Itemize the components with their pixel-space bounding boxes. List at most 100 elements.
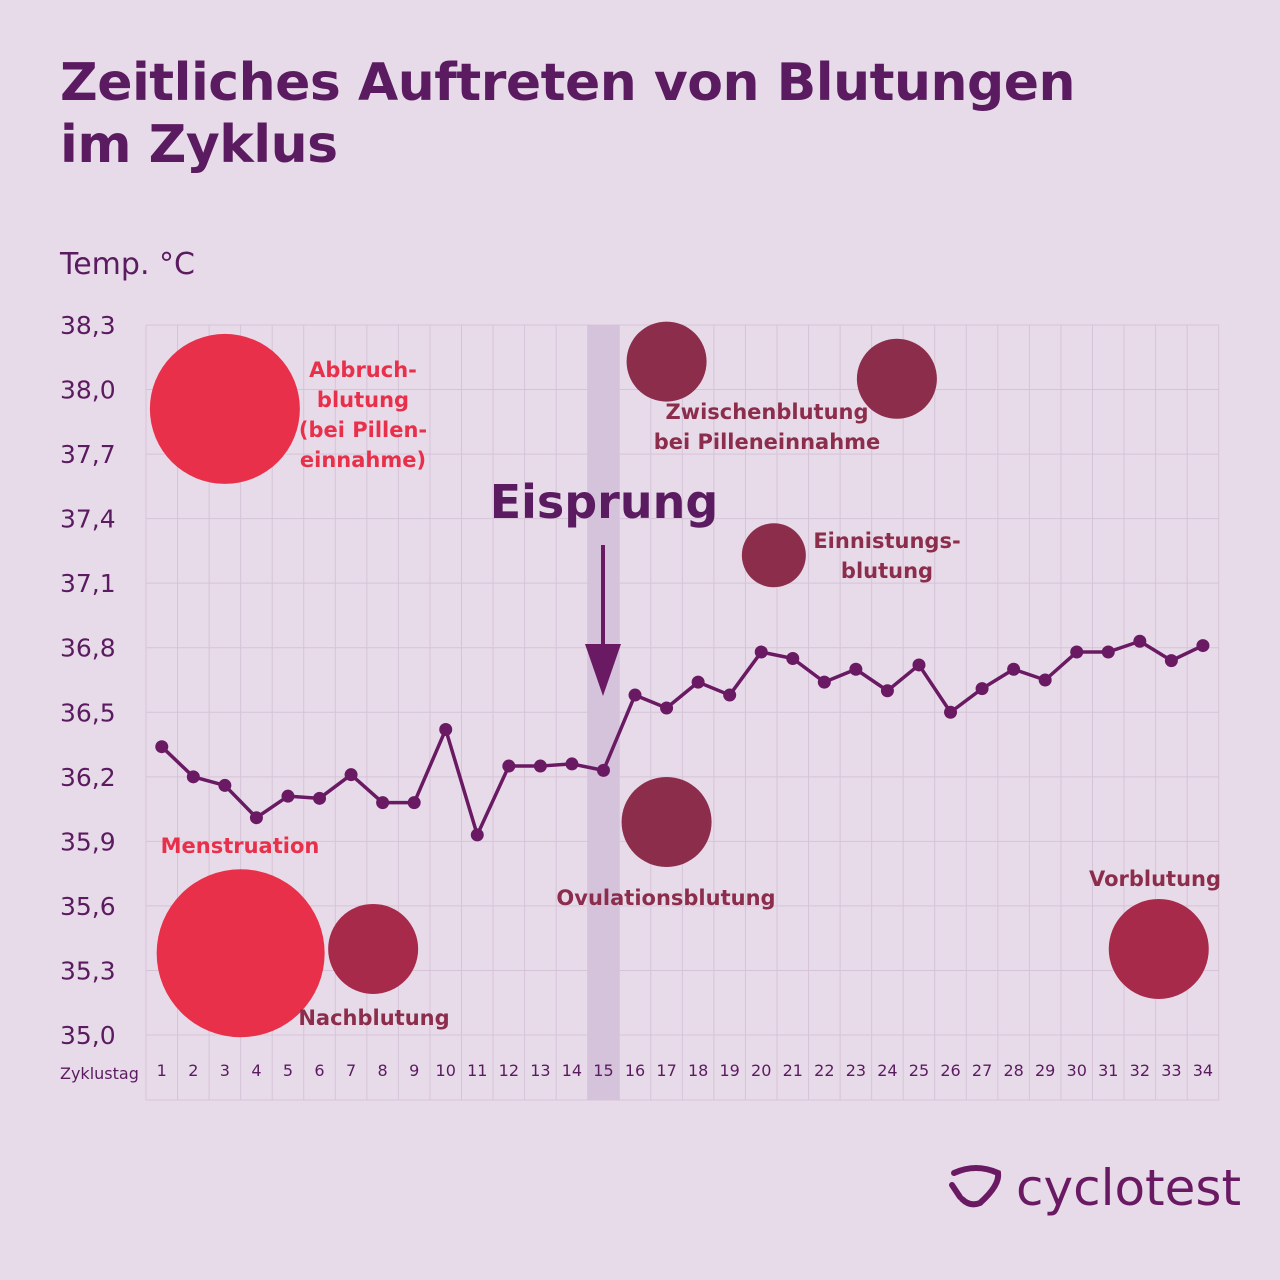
eisprung-arrow-icon (585, 545, 621, 696)
y-tick-label: 37,7 (60, 440, 116, 469)
y-tick-label: 35,6 (60, 892, 116, 921)
annotation-label: Vorblutung (1089, 867, 1221, 891)
temperature-point (1133, 634, 1147, 648)
x-tick-label: 13 (530, 1061, 550, 1080)
cyclotest-logo: cyclotest (949, 1159, 1241, 1217)
x-tick-label: 27 (972, 1061, 992, 1080)
temperature-point (660, 701, 674, 715)
x-tick-label: 12 (499, 1061, 519, 1080)
temperature-point (912, 658, 926, 672)
temperature-point (754, 645, 768, 659)
x-ticks: 1 2 3 4 5 6 7 8 9 10 11 12 13 14 15 16 17 18 19 20 21 22 23 24 2… (157, 1061, 1213, 1080)
x-tick-label: 1 (157, 1061, 167, 1080)
temperature-point (1164, 654, 1178, 668)
annotation-label: (bei Pillen- (299, 418, 427, 442)
x-tick-label: 20 (751, 1061, 771, 1080)
bleeding-bubble (156, 869, 325, 1038)
temperature-point (186, 770, 200, 784)
y-tick-label: 37,4 (60, 505, 116, 534)
x-tick-label: 5 (283, 1061, 293, 1080)
eisprung-label: Eisprung (490, 475, 719, 529)
x-tick-label: 10 (436, 1061, 456, 1080)
bleeding-bubble (741, 523, 806, 588)
annotation-label: Ovulationsblutung (556, 886, 775, 910)
temperature-point (249, 811, 263, 825)
x-tick-label: 9 (409, 1061, 419, 1080)
y-tick-label: 36,2 (60, 763, 116, 792)
temperature-point (155, 740, 169, 754)
x-tick-label: 31 (1098, 1061, 1118, 1080)
temperature-point (376, 796, 390, 810)
temperature-point (786, 651, 800, 665)
y-ticks: 38,3 38,0 37,7 37,4 37,1 36,8 36,5 36,2 35,9 35,6… (60, 311, 116, 1050)
x-tick-label: 14 (562, 1061, 582, 1080)
annotation-label: Nachblutung (298, 1006, 449, 1030)
temperature-point (944, 705, 958, 719)
title-line-2: im Zyklus (60, 115, 338, 175)
bleeding-annotations: Abbruch-blutung (bei Pillen-einnahme) Mens… (149, 321, 1221, 1038)
x-tick-label: 4 (251, 1061, 261, 1080)
y-tick-label: 36,5 (60, 698, 116, 727)
annotation-label: Zwischenblutung (665, 400, 868, 424)
x-tick-label: 28 (1003, 1061, 1023, 1080)
y-tick-label: 38,3 (60, 311, 116, 340)
temperature-point (281, 789, 295, 803)
x-tick-label: 18 (688, 1061, 708, 1080)
temperature-line (160, 639, 1204, 837)
x-tick-label: 2 (188, 1061, 198, 1080)
x-tick-label: 26 (940, 1061, 960, 1080)
x-tick-label: 15 (593, 1061, 613, 1080)
x-tick-label: 25 (909, 1061, 929, 1080)
x-tick-label: 19 (719, 1061, 739, 1080)
temperature-point (628, 688, 642, 702)
x-tick-label: 7 (346, 1061, 356, 1080)
temperature-point (565, 757, 579, 771)
annotation-label: bei Pilleneinnahme (654, 430, 881, 454)
x-tick-label: 3 (220, 1061, 230, 1080)
temperature-point (849, 662, 863, 676)
temperature-point (691, 675, 705, 689)
temperature-point (1007, 662, 1021, 676)
chart-title: Zeitliches Auftreten von Blutungen im Zy… (60, 52, 1076, 176)
y-tick-label: 35,0 (60, 1021, 116, 1050)
x-tick-label: 8 (378, 1061, 388, 1080)
annotation-label: Einnistungs- (813, 529, 960, 553)
temperature-point (723, 688, 737, 702)
annotation-label: blutung (841, 559, 933, 583)
x-tick-label: 29 (1035, 1061, 1055, 1080)
x-tick-label: 16 (625, 1061, 645, 1080)
temperature-point (439, 722, 453, 736)
y-tick-label: 38,0 (60, 376, 116, 405)
temperature-point (470, 828, 484, 842)
temperature-point (1070, 645, 1084, 659)
y-tick-label: 37,1 (60, 569, 116, 598)
title-line-1: Zeitliches Auftreten von Blutungen (60, 53, 1076, 113)
temperature-point (313, 791, 327, 805)
x-tick-label: 22 (814, 1061, 834, 1080)
temperature-point (817, 675, 831, 689)
bleeding-bubble (149, 333, 300, 484)
annotation-label: blutung (317, 388, 409, 412)
x-tick-label: 6 (314, 1061, 324, 1080)
temperature-point (1196, 639, 1210, 653)
bleeding-bubble (621, 777, 712, 867)
bleeding-bubble (1108, 898, 1209, 999)
annotation-label: Abbruch- (309, 358, 417, 382)
y-tick-label: 35,3 (60, 956, 116, 985)
y-tick-label: 35,9 (60, 827, 116, 856)
temperature-point (1038, 673, 1052, 687)
temperature-series (155, 634, 1210, 842)
x-tick-label: 30 (1067, 1061, 1087, 1080)
ovulation-highlight-band (587, 325, 620, 1100)
annotation-label: einnahme) (300, 448, 426, 472)
temperature-point (407, 796, 421, 810)
y-axis-label: Temp. °C (59, 247, 195, 282)
annotation-label: Menstruation (161, 834, 320, 858)
temperature-point (596, 763, 610, 777)
temperature-point (344, 768, 358, 782)
x-tick-label: 24 (877, 1061, 897, 1080)
bleeding-bubble (328, 903, 419, 994)
temperature-point (975, 682, 989, 696)
x-tick-label: 17 (656, 1061, 676, 1080)
